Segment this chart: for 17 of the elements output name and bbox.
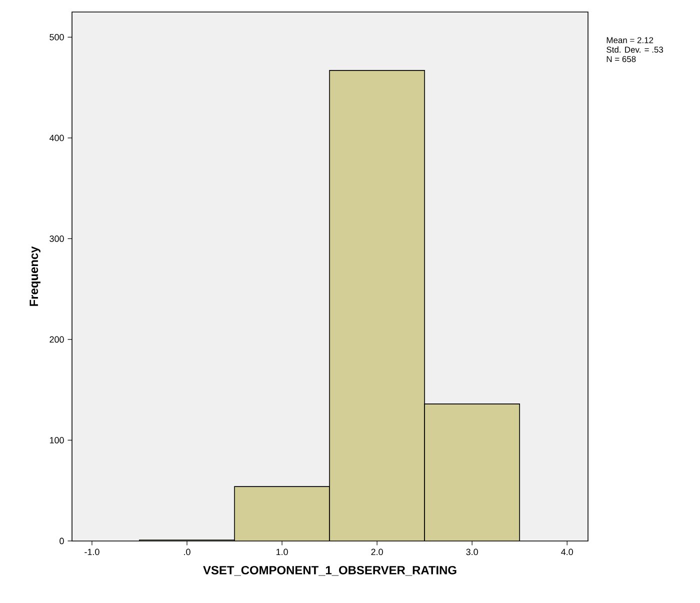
text: Std. Dev. = .53	[606, 46, 664, 53]
x-tick-label: 4.0	[561, 548, 573, 556]
text: Mean = 2.12	[606, 37, 654, 44]
y-tick-label: 100	[50, 437, 64, 444]
x-tick-label: 1.0	[276, 548, 288, 556]
y-axis-title: Frequency	[30, 246, 40, 306]
x-tick-label: -1.0	[84, 548, 100, 556]
text: N = 658	[606, 56, 636, 62]
y-tick-label: 300	[50, 236, 64, 242]
y-tick-label: 500	[50, 34, 64, 40]
y-tick-label: 400	[49, 134, 64, 142]
x-axis-title: VSET_COMPONENT_1_OBSERVER_RATING	[203, 566, 456, 576]
y-tick-label: 0	[60, 538, 64, 544]
y-tick-label: 200	[50, 336, 64, 343]
x-tick-label: .0	[184, 548, 190, 556]
x-tick-label: 2.0	[371, 548, 383, 556]
x-tick-label: 3.0	[466, 548, 478, 556]
